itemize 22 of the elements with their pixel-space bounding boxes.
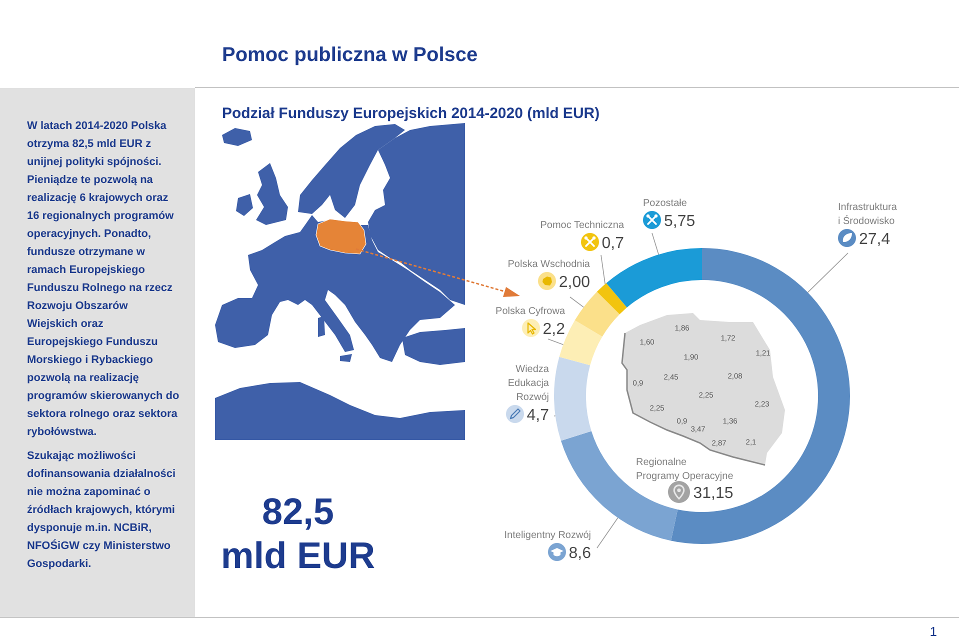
- slice-label: Polska Cyfrowa: [496, 306, 566, 317]
- chart-subtitle: Podział Funduszy Europejskich 2014-2020 (mld EUR): [222, 105, 600, 122]
- text: 31,15: [693, 485, 734, 502]
- slice-label: Inteligentny Rozwój: [504, 530, 591, 541]
- text: 1: [930, 624, 937, 639]
- chart-title: Pomoc publiczna w Polsce: [222, 44, 478, 67]
- slice-label: Pomoc Techniczna: [540, 220, 624, 231]
- text: Szukając możliwości dofinansowania działalności nie można zapominać o źródłach krajowych, którymi dysponuje m.in. NCBiR, NFOŚiGW czy Ministerstwo Gospodarki.: [27, 449, 177, 572]
- text: 82,5 mld EUR: [220, 491, 376, 576]
- data-label: 0,7: [602, 235, 624, 252]
- data-label: 8,6: [568, 545, 592, 562]
- data-label: 2,00: [558, 274, 590, 291]
- data-label: 4,7: [526, 407, 550, 424]
- slice-label: Infrastruktura i Środowisko: [838, 202, 898, 227]
- data-label: 2,2: [542, 321, 566, 338]
- slice-label: Wiedza Edukacja Rozwój: [508, 364, 550, 403]
- text: Regionalne Programy Operacyjne: [636, 457, 734, 482]
- slice-label: Pozostałe: [643, 198, 688, 209]
- slice-label: Polska Wschodnia: [508, 259, 590, 270]
- data-label: 27,4: [859, 231, 890, 248]
- text: W latach 2014-2020 Polska otrzyma 82,5 mld EUR z unijnej polityki spójności. Pieniądze te pozwolą na realizację 6 krajowych oraz 16 regionalnych programów operacyjnych. Ponadto, fundusze otrzymane w ramach Europejskiego Funduszu Rolnego na rzecz Rozwoju Obszarów Wiejskich oraz Europejskiego Funduszu Morskiego i Rybackiego pozwolą na realizację programów skierowanych do sektora rolnego oraz sektora rybołówstwa.: [27, 120, 180, 438]
- data-label: 5,75: [664, 213, 696, 230]
